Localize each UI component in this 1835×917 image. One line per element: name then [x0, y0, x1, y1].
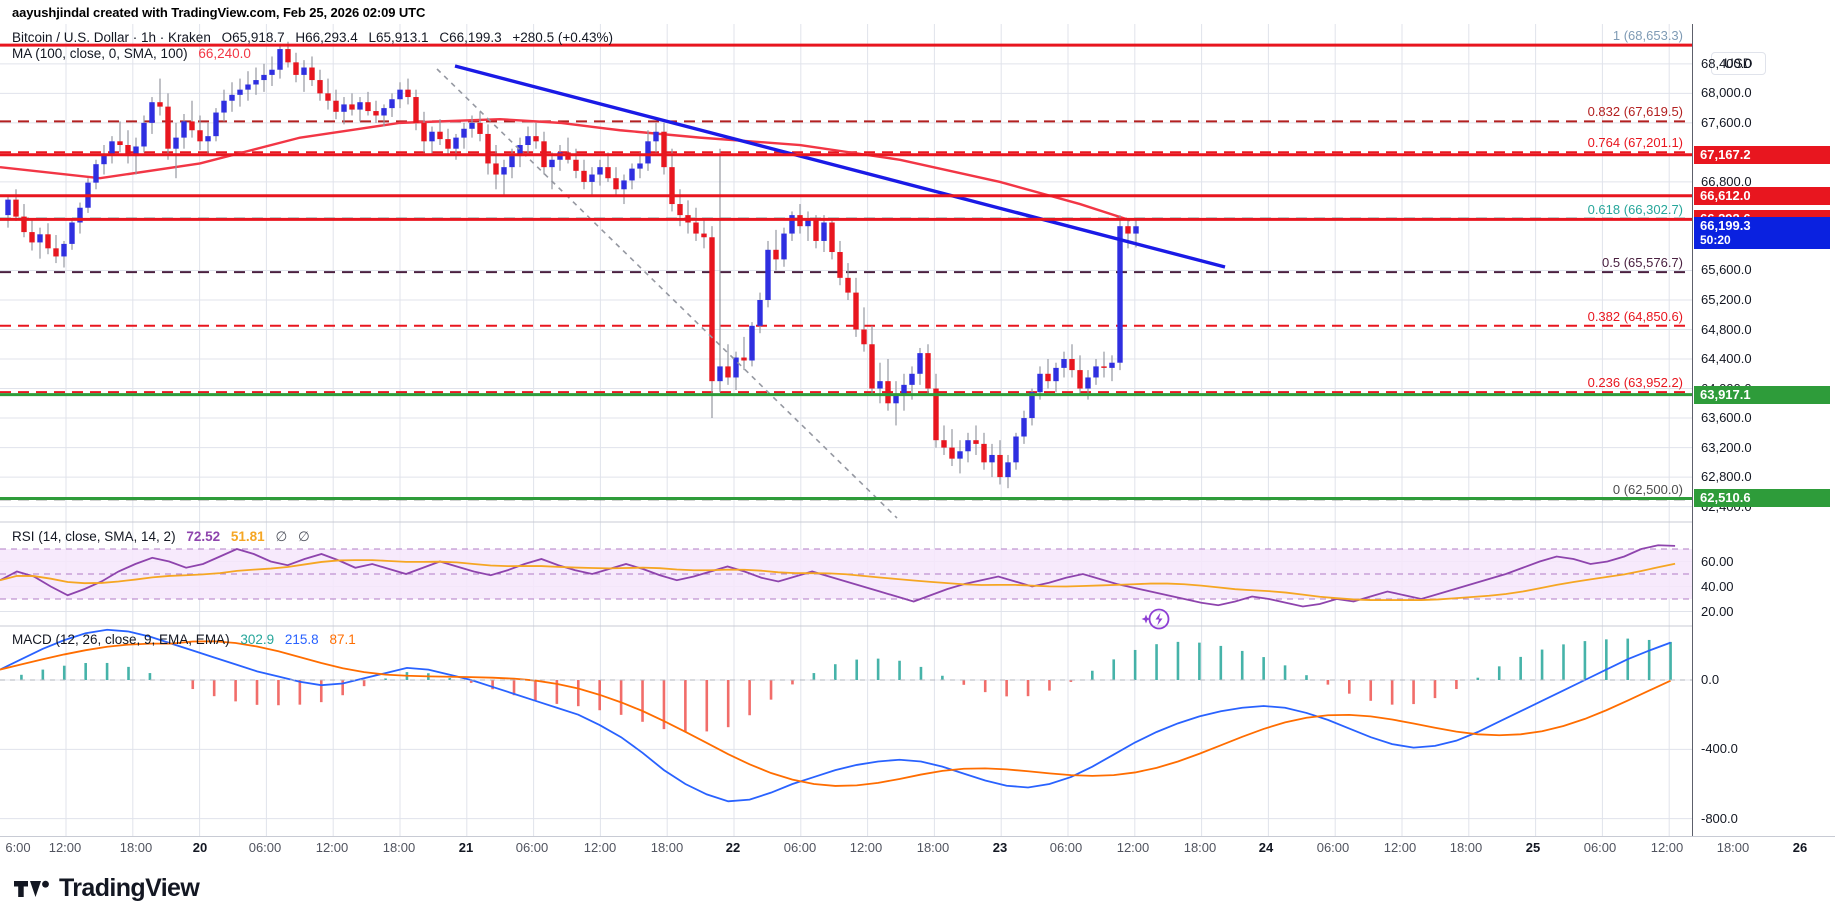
- time-tick-label: 06:00: [515, 840, 549, 855]
- price-tick-label: 62,800.0: [1701, 469, 1752, 485]
- macd-tick-label: 0.0: [1701, 672, 1720, 687]
- symbol-title: Bitcoin / U.S. Dollar · 1h · Kraken: [12, 30, 211, 45]
- symbol-legend: Bitcoin / U.S. Dollar · 1h · Kraken O65,…: [12, 30, 613, 45]
- time-tick-label: 18:00: [382, 840, 416, 855]
- macd-legend: MACD (12, 26, close, 9, EMA, EMA) 302.9 …: [12, 632, 356, 647]
- macd-tick-label: -400.0: [1701, 741, 1738, 757]
- price-tick-label: 63,200.0: [1701, 439, 1752, 455]
- time-tick-label: 23: [992, 840, 1008, 855]
- time-tick-label: 26: [1792, 840, 1808, 855]
- macd-legend-macd: 215.8: [284, 632, 319, 647]
- time-tick-label: 18:00: [1716, 840, 1750, 855]
- ohlc-open: O65,918.7: [221, 30, 285, 45]
- time-tick-label: 12:00: [1383, 840, 1417, 855]
- price-tick-label: 64,800.0: [1701, 321, 1752, 337]
- rsi-legend-name: RSI (14, close, SMA, 14, 2): [12, 529, 176, 544]
- time-tick-label: 06:00: [1049, 840, 1083, 855]
- fib-level-label: 0.236 (63,952.2): [1587, 375, 1683, 391]
- badge-price: 66,612.0: [1700, 187, 1751, 203]
- badge-price: 63,917.1: [1700, 386, 1751, 402]
- fib-level-label: 0.5 (65,576.7): [1602, 255, 1683, 271]
- ma-legend-value: 66,240.0: [198, 46, 251, 61]
- price-tick-label: 63,600.0: [1701, 410, 1752, 426]
- rsi-legend-lower: ∅: [297, 529, 310, 544]
- ohlc-low: L65,913.1: [368, 30, 429, 45]
- fib-level-label: 0.382 (64,850.6): [1587, 308, 1683, 324]
- badge-price: 67,167.2: [1700, 146, 1751, 162]
- badge-price: 66,199.3: [1700, 218, 1751, 234]
- macd-legend-name: MACD (12, 26, close, 9, EMA, EMA): [12, 632, 230, 647]
- time-tick-label: 6:00: [5, 840, 31, 855]
- rsi-tick-label: 60.00: [1701, 553, 1734, 569]
- time-tick-label: 12:00: [1650, 840, 1684, 855]
- time-tick-label: 12:00: [583, 840, 617, 855]
- price-tick-label: 66,800.0: [1701, 173, 1752, 189]
- ma-legend-name: MA (100, close, 0, SMA, 100): [12, 46, 188, 61]
- rsi-legend: RSI (14, close, SMA, 14, 2) 72.52 51.81 …: [12, 529, 310, 545]
- rsi-legend-ma-value: 51.81: [230, 529, 265, 544]
- ohlc-high: H66,293.4: [295, 30, 358, 45]
- price-axis-badge[interactable]: 67,167.2: [1694, 145, 1830, 164]
- chart-frame: USD 68,400.0 68,000.0 67,600.0 66,800.0 65,6…: [0, 24, 1835, 836]
- time-tick-label: 12:00: [315, 840, 349, 855]
- price-axis-badge[interactable]: 66,199.3 50:20: [1694, 217, 1830, 250]
- price-axis[interactable]: USD 68,400.0 68,000.0 67,600.0 66,800.0 65,6…: [1692, 24, 1835, 836]
- ohlc-close: C66,199.3: [439, 30, 502, 45]
- price-pane[interactable]: [0, 24, 1692, 836]
- time-tick-label: 18:00: [916, 840, 950, 855]
- price-tick-label: 67,600.0: [1701, 114, 1752, 130]
- time-tick-label: 18:00: [119, 840, 153, 855]
- price-tick-label: 68,000.0: [1701, 85, 1752, 101]
- time-axis[interactable]: 6:00 12:00 18:00 20 06:00 12:00 18:00 21 06:00 12…: [0, 836, 1835, 861]
- fib-level-label: 1 (68,653.3): [1612, 28, 1683, 44]
- ma-legend: MA (100, close, 0, SMA, 100) 66,240.0: [12, 46, 251, 61]
- price-tick-label: 65,600.0: [1701, 262, 1752, 278]
- price-axis-badge[interactable]: 63,917.1: [1694, 385, 1830, 404]
- chart-canvas: [0, 24, 1692, 836]
- rsi-legend-upper: ∅: [275, 529, 288, 544]
- macd-legend-signal: 87.1: [329, 632, 356, 647]
- fib-level-label: 0 (62,500.0): [1612, 482, 1683, 498]
- time-tick-label: 12:00: [849, 840, 883, 855]
- time-tick-label: 12:00: [48, 840, 82, 855]
- tradingview-mark-icon: [14, 880, 49, 897]
- time-tick-label: 22: [725, 840, 741, 855]
- time-tick-label: 12:00: [1116, 840, 1150, 855]
- sparkle-lightning-icon[interactable]: [1140, 606, 1170, 632]
- macd-tick-label: -800.0: [1701, 810, 1738, 826]
- price-axis-badge[interactable]: 62,510.6: [1694, 489, 1830, 508]
- footer: TradingView: [0, 860, 1835, 917]
- price-tick-label: 68,400.0: [1701, 55, 1752, 71]
- price-tick-label: 65,200.0: [1701, 291, 1752, 307]
- time-tick-label: 18:00: [1449, 840, 1483, 855]
- tradingview-wordmark: TradingView: [59, 874, 200, 902]
- time-tick-label: 20: [192, 840, 208, 855]
- fib-level-label: 0.618 (66,302.7): [1587, 201, 1683, 217]
- fib-level-label: 0.832 (67,619.5): [1587, 104, 1683, 120]
- badge-countdown: 50:20: [1700, 233, 1731, 248]
- badge-price: 62,510.6: [1700, 490, 1751, 506]
- time-tick-label: 06:00: [1583, 840, 1617, 855]
- time-tick-label: 06:00: [783, 840, 817, 855]
- time-tick-label: 18:00: [650, 840, 684, 855]
- price-tick-label: 64,400.0: [1701, 351, 1752, 367]
- time-tick-label: 06:00: [248, 840, 282, 855]
- macd-legend-hist: 302.9: [240, 632, 275, 647]
- rsi-tick-label: 20.00: [1701, 603, 1734, 619]
- price-axis-badge[interactable]: 66,612.0: [1694, 186, 1830, 205]
- fib-level-label: 0.764 (67,201.1): [1587, 135, 1683, 151]
- time-tick-label: 06:00: [1316, 840, 1350, 855]
- time-tick-label: 18:00: [1183, 840, 1217, 855]
- attribution-text: aayushjindal created with TradingView.co…: [12, 5, 426, 20]
- rsi-legend-value: 72.52: [186, 529, 221, 544]
- currency-label: USD: [1711, 52, 1766, 75]
- tradingview-logo: TradingView: [14, 874, 200, 903]
- time-tick-label: 25: [1525, 840, 1541, 855]
- ohlc-change: +280.5 (+0.43%): [512, 30, 613, 45]
- rsi-tick-label: 40.00: [1701, 578, 1734, 594]
- time-tick-label: 24: [1258, 840, 1274, 855]
- time-tick-label: 21: [458, 840, 474, 855]
